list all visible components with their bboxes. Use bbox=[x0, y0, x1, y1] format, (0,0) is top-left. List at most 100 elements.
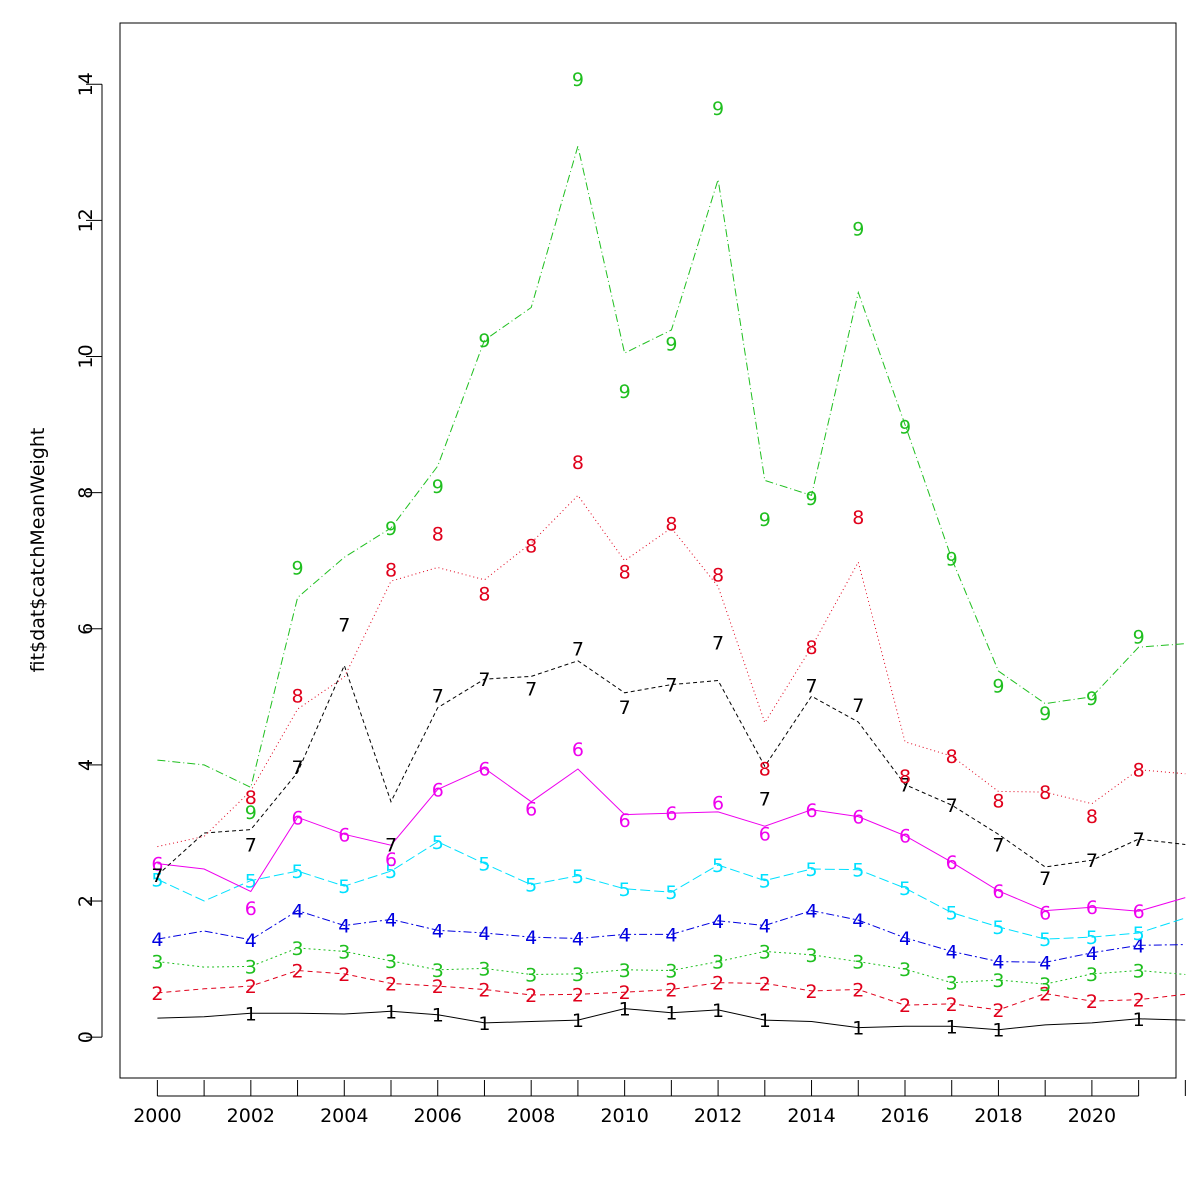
series-8-point-label: 8 bbox=[992, 790, 1004, 812]
series-8-point-label: 8 bbox=[478, 583, 490, 605]
series-7-point-label: 7 bbox=[478, 669, 490, 691]
series-3-point-label: 3 bbox=[946, 973, 958, 995]
series-2-point-label: 2 bbox=[992, 1000, 1004, 1022]
series-3-point-label: 3 bbox=[852, 952, 864, 974]
series-9-point-label: 9 bbox=[619, 381, 631, 403]
series-1-point-label: 1 bbox=[245, 1003, 257, 1025]
series-1-point-label: 1 bbox=[619, 999, 631, 1021]
series-9-point-label: 9 bbox=[712, 98, 724, 120]
series-3-point-label: 3 bbox=[665, 960, 677, 982]
y-tick-label: 12 bbox=[75, 208, 97, 232]
series-4-point-label: 4 bbox=[572, 928, 584, 950]
series-9-point-label: 9 bbox=[245, 802, 257, 824]
series-8-line bbox=[157, 494, 1186, 848]
series-6-point-label: 6 bbox=[759, 824, 771, 846]
series-2-point-label: 2 bbox=[1039, 984, 1051, 1006]
series-3-point-label: 3 bbox=[292, 938, 304, 960]
series-6-point-label: 6 bbox=[852, 807, 864, 829]
series-7-point-label: 7 bbox=[852, 695, 864, 717]
series-1-point-label: 1 bbox=[665, 1003, 677, 1025]
series-4-point-label: 4 bbox=[759, 916, 771, 938]
series-1-point-label: 1 bbox=[852, 1018, 864, 1040]
series-7: 7 7 7 7 7 7 7 7 7 7 7 7 7 7 7 7 7 7 7 7 7 bbox=[151, 615, 1186, 890]
series-9-point-label: 9 bbox=[385, 518, 397, 540]
series-8-point-label: 8 bbox=[525, 536, 537, 558]
series-4-line bbox=[157, 910, 1186, 963]
series-5-point-label: 5 bbox=[1086, 927, 1098, 949]
plot-frame bbox=[119, 22, 1177, 1079]
series-2: 2 2 2 2 2 2 2 2 2 2 2 2 2 2 2 2 2 2 2 2 2 bbox=[151, 960, 1186, 1022]
series-7-point-label: 7 bbox=[572, 639, 584, 661]
series-3-point-label: 3 bbox=[899, 959, 911, 981]
series-5-point-label: 5 bbox=[572, 866, 584, 888]
series-7-point-label: 7 bbox=[619, 697, 631, 719]
series-1: 1 1 1 1 1 1 1 1 1 1 1 1 1 bbox=[157, 999, 1186, 1042]
series-8-point-label: 8 bbox=[385, 560, 397, 582]
x-axis: 2000 2002 2004 2006 2008 2010 2012 2014 2016 2018… bbox=[133, 1080, 1186, 1127]
series-7-point-label: 7 bbox=[1133, 829, 1145, 851]
series-9-point-label: 9 bbox=[1086, 688, 1098, 710]
series-4-point-label: 4 bbox=[619, 924, 631, 946]
series-2-point-label: 2 bbox=[805, 981, 817, 1003]
series-8: 8 8 8 8 8 8 8 8 8 8 8 8 8 8 8 8 8 8 8 bbox=[157, 452, 1186, 848]
series-9-point-label: 9 bbox=[759, 509, 771, 531]
series-2-point-label: 2 bbox=[1133, 990, 1145, 1012]
series-4-point-label: 4 bbox=[478, 923, 490, 945]
series-4-point-label: 4 bbox=[151, 929, 163, 951]
series-2-point-label: 2 bbox=[712, 973, 724, 995]
series-8-point-label: 8 bbox=[899, 766, 911, 788]
series-5-point-label: 5 bbox=[712, 855, 724, 877]
x-tick-label: 2010 bbox=[600, 1105, 648, 1127]
series-4-point-label: 4 bbox=[946, 941, 958, 963]
series-4-point-label: 4 bbox=[992, 952, 1004, 974]
series-3-point-label: 3 bbox=[478, 958, 490, 980]
series-2-point-label: 2 bbox=[852, 980, 864, 1002]
series-8-point-label: 8 bbox=[759, 758, 771, 780]
series-6-point-label: 6 bbox=[478, 758, 490, 780]
series-7-point-label: 7 bbox=[1086, 850, 1098, 872]
series-2-point-label: 2 bbox=[759, 973, 771, 995]
series-2-point-label: 2 bbox=[432, 976, 444, 998]
series-3-point-label: 3 bbox=[338, 941, 350, 963]
series-3-point-label: 3 bbox=[759, 941, 771, 963]
series-8-point-label: 8 bbox=[572, 452, 584, 474]
series-3: 3 3 3 3 3 3 3 3 3 3 3 3 3 3 3 3 3 3 3 3 3 bbox=[151, 938, 1186, 996]
series-5-point-label: 5 bbox=[805, 859, 817, 881]
series-6-point-label: 6 bbox=[899, 826, 911, 848]
series-5-point-label: 5 bbox=[338, 876, 350, 898]
series-3-point-label: 3 bbox=[712, 952, 724, 974]
series-1-point-label: 1 bbox=[385, 1001, 397, 1023]
series-7-point-label: 7 bbox=[151, 865, 163, 887]
series-4-point-label: 4 bbox=[852, 910, 864, 932]
series-1-point-label: 1 bbox=[712, 1000, 724, 1022]
series-6-point-label: 6 bbox=[525, 798, 537, 820]
series-2-point-label: 2 bbox=[245, 976, 257, 998]
series-3-point-label: 3 bbox=[432, 960, 444, 982]
series-6-point-label: 6 bbox=[665, 803, 677, 825]
series-3-point-label: 3 bbox=[1039, 974, 1051, 996]
series-3-point-label: 3 bbox=[992, 970, 1004, 992]
series-9-point-label: 9 bbox=[432, 476, 444, 498]
series-6-line bbox=[157, 767, 1186, 912]
y-axis: 0 2 4 6 8 10 12 14 bbox=[75, 72, 103, 1043]
series-7-point-label: 7 bbox=[338, 615, 350, 637]
series-4-point-label: 4 bbox=[245, 930, 257, 952]
series-7-point-label: 7 bbox=[665, 675, 677, 697]
series-1-point-label: 1 bbox=[572, 1010, 584, 1032]
series-4-point-label: 4 bbox=[805, 901, 817, 923]
series-4-point-label: 4 bbox=[1039, 952, 1051, 974]
series-1-line bbox=[157, 1008, 1186, 1031]
series-5-point-label: 5 bbox=[665, 882, 677, 904]
y-tick-label: 10 bbox=[75, 344, 97, 368]
series-6-point-label: 6 bbox=[619, 810, 631, 832]
series-3-point-label: 3 bbox=[1086, 964, 1098, 986]
x-tick-label: 2002 bbox=[227, 1105, 275, 1127]
series-5-point-label: 5 bbox=[432, 832, 444, 854]
series-1-point-label: 1 bbox=[1133, 1009, 1145, 1031]
series-7-point-label: 7 bbox=[946, 795, 958, 817]
y-axis-title: fit$dat$catchMeanWeight bbox=[27, 428, 49, 673]
series-3-point-label: 3 bbox=[245, 956, 257, 978]
x-tick-label: 2018 bbox=[974, 1105, 1022, 1127]
series-6-point-label: 6 bbox=[1086, 897, 1098, 919]
